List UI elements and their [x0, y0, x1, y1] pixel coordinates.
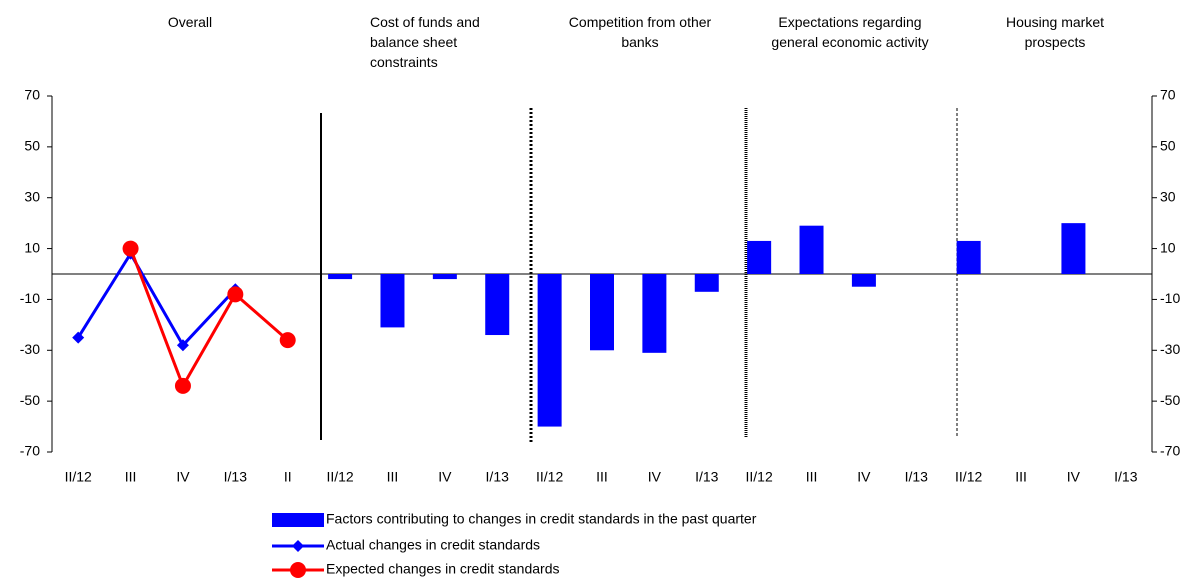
y2-tick-label: -30 [1160, 341, 1180, 357]
x-tick-label: III [596, 469, 608, 485]
x-tick-label: I/13 [695, 469, 719, 485]
x-tick-label: II [284, 469, 292, 485]
legend-label: Factors contributing to changes in credi… [326, 511, 757, 527]
x-tick-label: II/12 [746, 469, 773, 485]
y2-tick-label: -10 [1160, 290, 1180, 306]
x-tick-label: IV [176, 469, 190, 485]
y-tick-label: -30 [20, 341, 40, 357]
marker [227, 286, 244, 303]
bar [851, 274, 876, 287]
group-title: Competition from other banks [568, 14, 712, 50]
y2-tick-label: -70 [1160, 443, 1180, 459]
x-tick-label: II/12 [65, 469, 92, 485]
bar [328, 274, 353, 280]
y-tick-label: 50 [24, 138, 40, 154]
x-tick-label: IV [857, 469, 871, 485]
legend-label: Expected changes in credit standards [326, 561, 559, 577]
bar [694, 274, 719, 292]
x-tick-label: III [387, 469, 399, 485]
bar [799, 225, 824, 274]
y-tick-label: 70 [24, 87, 40, 103]
group-title: Cost of funds and balance sheet constrai… [370, 14, 480, 70]
y2-tick-label: -50 [1160, 392, 1180, 408]
line [76, 250, 237, 348]
bar [590, 274, 614, 351]
group-title: Housing market prospects [1005, 14, 1105, 50]
y-tick-label: -50 [20, 392, 40, 408]
legend-marker [292, 540, 304, 552]
marker [176, 339, 189, 352]
group-title: Overall [167, 14, 213, 30]
legend-swatch [272, 513, 324, 527]
x-tick-label: I/13 [224, 469, 248, 485]
bar [1061, 223, 1086, 274]
line [129, 248, 289, 390]
y-tick-label: 10 [24, 239, 40, 255]
x-tick-label: IV [1067, 469, 1081, 485]
bar [537, 274, 562, 427]
y-tick-label: -70 [20, 443, 40, 459]
x-tick-label: I/13 [1114, 469, 1138, 485]
marker [72, 331, 85, 344]
bar [642, 274, 667, 353]
y2-tick-label: 50 [1160, 138, 1176, 154]
x-tick-label: III [1015, 469, 1027, 485]
y2-tick-label: 10 [1160, 239, 1176, 255]
legend-label: Actual changes in credit standards [326, 537, 540, 553]
group-title: Expectations regarding general economic … [771, 14, 929, 50]
x-tick-label: IV [648, 469, 662, 485]
x-tick-label: II/12 [955, 469, 982, 485]
bar [956, 240, 981, 274]
marker [174, 377, 191, 394]
marker [122, 240, 139, 257]
x-tick-label: III [125, 469, 137, 485]
marker [279, 332, 296, 349]
x-tick-label: I/13 [486, 469, 510, 485]
y2-tick-label: 30 [1160, 188, 1176, 204]
bar [432, 274, 457, 280]
y2-tick-label: 70 [1160, 87, 1176, 103]
x-tick-label: IV [438, 469, 452, 485]
bar [485, 274, 510, 336]
bar [380, 274, 405, 328]
y-tick-label: 30 [24, 188, 40, 204]
x-tick-label: II/12 [536, 469, 563, 485]
bar [747, 240, 772, 274]
x-tick-label: II/12 [326, 469, 353, 485]
x-tick-label: I/13 [905, 469, 929, 485]
y-tick-label: -10 [20, 290, 40, 306]
legend-marker [290, 562, 306, 578]
x-tick-label: III [806, 469, 818, 485]
